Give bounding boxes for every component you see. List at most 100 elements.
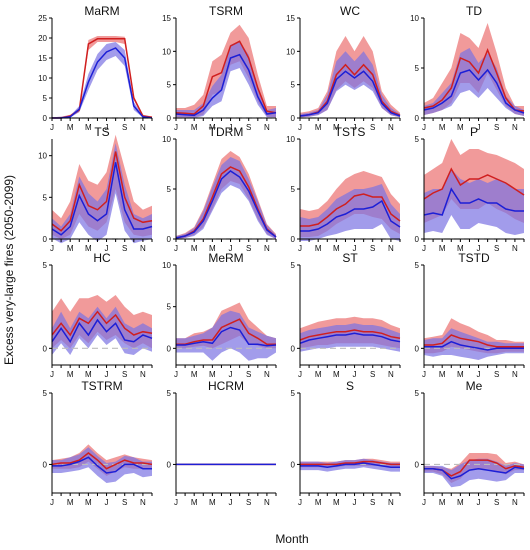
- x-tick-label: J: [298, 498, 302, 507]
- y-tick-label: 5: [291, 389, 296, 398]
- x-tick-label: M: [333, 370, 340, 379]
- x-tick-label: N: [512, 370, 518, 379]
- series-line: [51, 162, 153, 236]
- panel-title: ST: [342, 251, 358, 265]
- x-tick-label: J: [298, 244, 302, 253]
- y-tick-label: 5: [415, 64, 420, 73]
- y-tick-label: 5: [291, 185, 296, 194]
- series-line: [423, 47, 525, 112]
- x-tick-label: J: [50, 244, 54, 253]
- y-tick-label: 5: [167, 81, 172, 90]
- x-tick-label: J: [229, 498, 233, 507]
- y-tick-label: 10: [162, 47, 171, 56]
- panel-me: Me 0 5 J M M J S N: [415, 379, 525, 507]
- series-line: [175, 166, 277, 239]
- x-tick-label: J: [105, 244, 109, 253]
- x-tick-label: M: [209, 370, 216, 379]
- panel-ts: TS 0 5 10 J M M J S N: [38, 125, 153, 253]
- x-tick-label: J: [353, 498, 357, 507]
- y-tick-label: 10: [286, 47, 295, 56]
- panel-title: TD: [466, 4, 482, 18]
- x-tick-label: J: [229, 123, 233, 132]
- x-tick-label: J: [477, 498, 481, 507]
- y-tick-label: 0: [43, 460, 48, 469]
- y-tick-label: 5: [415, 261, 420, 270]
- panel-title: TS: [94, 125, 109, 139]
- x-tick-label: M: [209, 123, 216, 132]
- panel-title: MeRM: [208, 251, 243, 265]
- y-tick-label: 25: [38, 14, 47, 23]
- series-line: [300, 199, 401, 232]
- x-tick-label: M: [315, 244, 322, 253]
- series-line: [299, 332, 401, 345]
- x-tick-label: J: [422, 370, 426, 379]
- panel-title: S: [346, 379, 354, 393]
- series-line: [300, 460, 400, 466]
- x-tick-label: M: [191, 244, 198, 253]
- y-tick-label: 0: [415, 235, 420, 244]
- x-tick-label: S: [370, 244, 375, 253]
- panel-title: MaRM: [84, 4, 119, 18]
- confidence-band: [300, 51, 400, 118]
- x-tick-label: J: [477, 370, 481, 379]
- y-tick-label: 0: [43, 344, 48, 353]
- x-tick-label: M: [209, 498, 216, 507]
- panel-title: P: [470, 125, 478, 139]
- x-tick-label: S: [370, 123, 375, 132]
- x-tick-label: S: [122, 244, 127, 253]
- confidence-band: [176, 41, 276, 118]
- series-line: [424, 334, 524, 348]
- x-tick-label: S: [246, 498, 251, 507]
- x-tick-label: J: [174, 370, 178, 379]
- series-line: [300, 193, 401, 227]
- x-tick-label: J: [174, 498, 178, 507]
- y-tick-label: 0: [43, 235, 48, 244]
- panel-merm: MeRM 0 5 10 J M M J S N: [162, 251, 277, 379]
- x-tick-label: N: [388, 370, 394, 379]
- confidence-band: [424, 48, 524, 116]
- x-tick-label: M: [315, 498, 322, 507]
- panel-td: TD 0 5 10 J M M J S N: [410, 4, 525, 132]
- x-tick-label: N: [388, 498, 394, 507]
- x-tick-label: M: [85, 498, 92, 507]
- y-tick-label: 0: [167, 235, 172, 244]
- x-tick-label: M: [315, 370, 322, 379]
- series-line: [424, 340, 524, 351]
- y-tick-label: 0: [167, 344, 172, 353]
- x-tick-label: S: [370, 370, 375, 379]
- panel-title: TSRM: [209, 4, 243, 18]
- x-tick-label: M: [85, 123, 92, 132]
- x-tick-label: M: [191, 370, 198, 379]
- x-tick-label: M: [457, 498, 464, 507]
- series-line: [175, 40, 277, 115]
- series-line: [175, 53, 277, 117]
- x-tick-label: J: [353, 370, 357, 379]
- series-line: [51, 318, 153, 344]
- x-tick-label: N: [140, 370, 146, 379]
- x-tick-label: N: [264, 498, 270, 507]
- x-tick-label: J: [105, 498, 109, 507]
- x-tick-label: N: [512, 498, 518, 507]
- y-tick-label: 5: [43, 193, 48, 202]
- x-tick-label: N: [140, 244, 146, 253]
- series-line: [52, 456, 152, 474]
- x-tick-label: M: [439, 244, 446, 253]
- x-tick-label: M: [191, 123, 198, 132]
- x-tick-label: J: [353, 244, 357, 253]
- y-tick-label: 0: [291, 344, 296, 353]
- y-tick-label: 5: [43, 261, 48, 270]
- y-axis-title: Excess very-large fires (2050-2099): [2, 175, 16, 365]
- y-tick-label: 0: [291, 460, 296, 469]
- x-tick-label: N: [264, 370, 270, 379]
- y-tick-label: 5: [167, 389, 172, 398]
- y-tick-label: 0: [167, 460, 172, 469]
- panel-title: TSTS: [335, 125, 366, 139]
- x-tick-label: M: [439, 370, 446, 379]
- y-tick-label: 0: [415, 460, 420, 469]
- y-tick-label: 15: [38, 54, 47, 63]
- x-tick-label: J: [229, 244, 233, 253]
